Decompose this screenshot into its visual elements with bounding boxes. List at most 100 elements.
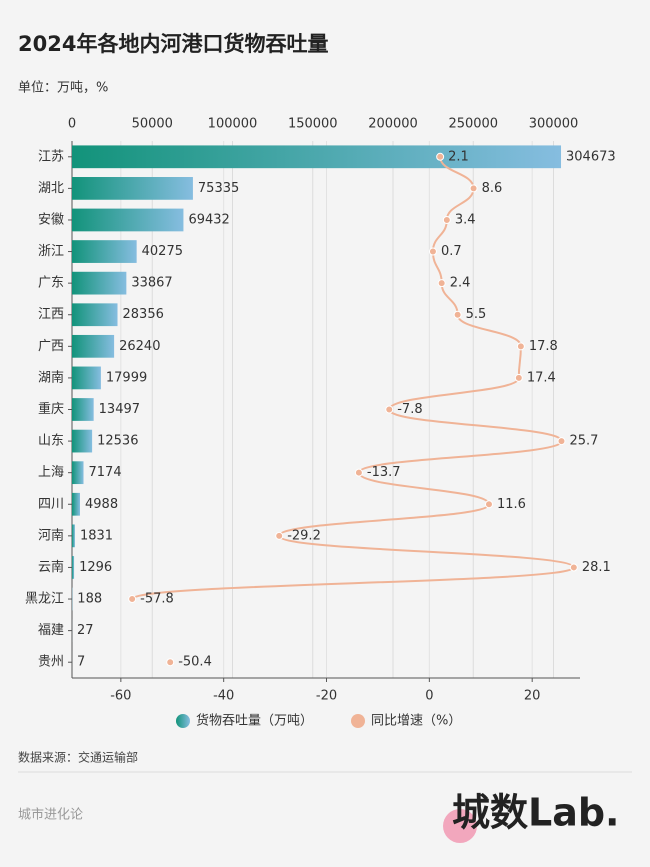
- line-value-label: 17.4: [527, 370, 556, 385]
- line-point: [516, 342, 525, 351]
- bar-value-label: 304673: [566, 149, 616, 164]
- line-point: [514, 373, 523, 382]
- bar: [72, 145, 562, 169]
- line-value-label: 8.6: [482, 181, 503, 196]
- legend-label: 货物吞吐量（万吨）: [196, 713, 313, 729]
- y-tick-label: 河南: [38, 527, 64, 543]
- line-point: [354, 468, 363, 477]
- bar: [72, 271, 127, 295]
- bar-value-label: 4988: [85, 497, 118, 512]
- y-tick-label: 重庆: [38, 401, 64, 417]
- y-tick-label: 贵州: [38, 655, 64, 670]
- x2-tick-label: -60: [110, 689, 131, 704]
- bar-value-label: 33867: [131, 276, 172, 291]
- line-value-label: 17.8: [529, 339, 558, 354]
- line-value-label: 2.4: [450, 276, 471, 291]
- x-tick-label: 100000: [208, 117, 258, 132]
- line-value-label: -57.8: [140, 592, 174, 607]
- x2-tick-label: -20: [316, 689, 337, 704]
- line-value-label: 3.4: [455, 212, 476, 227]
- y-tick-label: 湖南: [38, 369, 64, 385]
- bar-value-label: 12536: [97, 434, 138, 449]
- y-tick-label: 江西: [38, 307, 64, 322]
- line-point: [385, 405, 394, 414]
- bar-value-label: 40275: [142, 244, 183, 259]
- source: 数据来源：交通运输部: [18, 750, 138, 765]
- line-point: [469, 184, 478, 193]
- chart-title: 2024年各地内河港口货物吞吐量: [18, 32, 328, 56]
- bar-value-label: 17999: [106, 370, 147, 385]
- y-tick-label: 浙江: [38, 244, 64, 259]
- bar: [72, 208, 184, 232]
- bar: [72, 177, 193, 200]
- line-value-label: -29.2: [287, 528, 321, 543]
- y-tick-label: 云南: [38, 559, 64, 575]
- bar-value-label: 1831: [80, 528, 113, 543]
- line-point: [557, 437, 566, 446]
- bar: [72, 334, 115, 358]
- y-tick-label: 福建: [38, 623, 64, 638]
- line-value-label: -7.8: [397, 402, 422, 417]
- y-tick-label: 湖北: [38, 181, 64, 196]
- x-tick-label: 300000: [529, 117, 579, 132]
- legend-label: 同比增速（%）: [371, 714, 461, 729]
- x-tick-label: 250000: [448, 117, 498, 132]
- logo-dot: [443, 809, 477, 843]
- line-point: [436, 152, 445, 161]
- x2-tick-label: 20: [524, 689, 541, 704]
- y-tick-label: 黑龙江: [25, 592, 64, 607]
- line-point: [437, 279, 446, 288]
- line-value-label: 2.1: [448, 149, 469, 164]
- bar-value-label: 75335: [198, 181, 239, 196]
- line-point: [166, 658, 175, 667]
- line-point: [453, 310, 462, 319]
- bar-value-label: 13497: [99, 402, 140, 417]
- y-tick-label: 广东: [38, 276, 64, 291]
- logo: 城数Lab.: [452, 791, 620, 835]
- line-value-label: -13.7: [367, 465, 401, 480]
- legend-marker: [176, 714, 190, 728]
- y-tick-label: 安徽: [38, 212, 64, 227]
- bar-value-label: 27: [77, 623, 94, 638]
- line-point: [428, 247, 437, 256]
- y-tick-label: 广西: [38, 339, 64, 354]
- bar: [72, 556, 75, 579]
- x-tick-label: 200000: [368, 117, 418, 132]
- line-value-label: 5.5: [466, 307, 487, 322]
- x2-tick-label: 0: [425, 689, 433, 704]
- x-tick-label: 0: [68, 117, 76, 132]
- bar-value-label: 1296: [79, 560, 112, 575]
- bar: [72, 240, 137, 263]
- x-tick-label: 50000: [132, 117, 173, 132]
- y-tick-label: 四川: [38, 497, 64, 512]
- bar: [72, 461, 84, 485]
- line-value-label: 25.7: [569, 434, 598, 449]
- line-value-label: 0.7: [441, 244, 462, 259]
- line-value-label: 28.1: [582, 560, 611, 575]
- bar: [72, 303, 118, 327]
- unit-label: 单位：万吨，%: [18, 81, 108, 96]
- x2-tick-label: -40: [213, 689, 234, 704]
- y-tick-label: 山东: [38, 434, 64, 449]
- footer: 城市进化论: [18, 807, 83, 823]
- line-value-label: -50.4: [178, 655, 212, 670]
- bar: [72, 429, 93, 453]
- bar-value-label: 7: [77, 655, 85, 670]
- bar-value-label: 69432: [188, 212, 229, 227]
- line-point: [569, 563, 578, 572]
- bar-value-label: 26240: [119, 339, 160, 354]
- y-tick-label: 上海: [38, 465, 64, 480]
- x-tick-label: 150000: [288, 117, 338, 132]
- line-point: [275, 531, 284, 540]
- line-point: [484, 500, 493, 509]
- line-point: [442, 215, 451, 224]
- bar: [72, 366, 101, 390]
- bar: [72, 398, 94, 421]
- line-point: [128, 595, 137, 604]
- bar: [72, 492, 81, 516]
- bar-value-label: 7174: [89, 465, 122, 480]
- bar-value-label: 188: [77, 592, 102, 607]
- y-tick-label: 江苏: [38, 148, 64, 164]
- bar: [72, 524, 75, 548]
